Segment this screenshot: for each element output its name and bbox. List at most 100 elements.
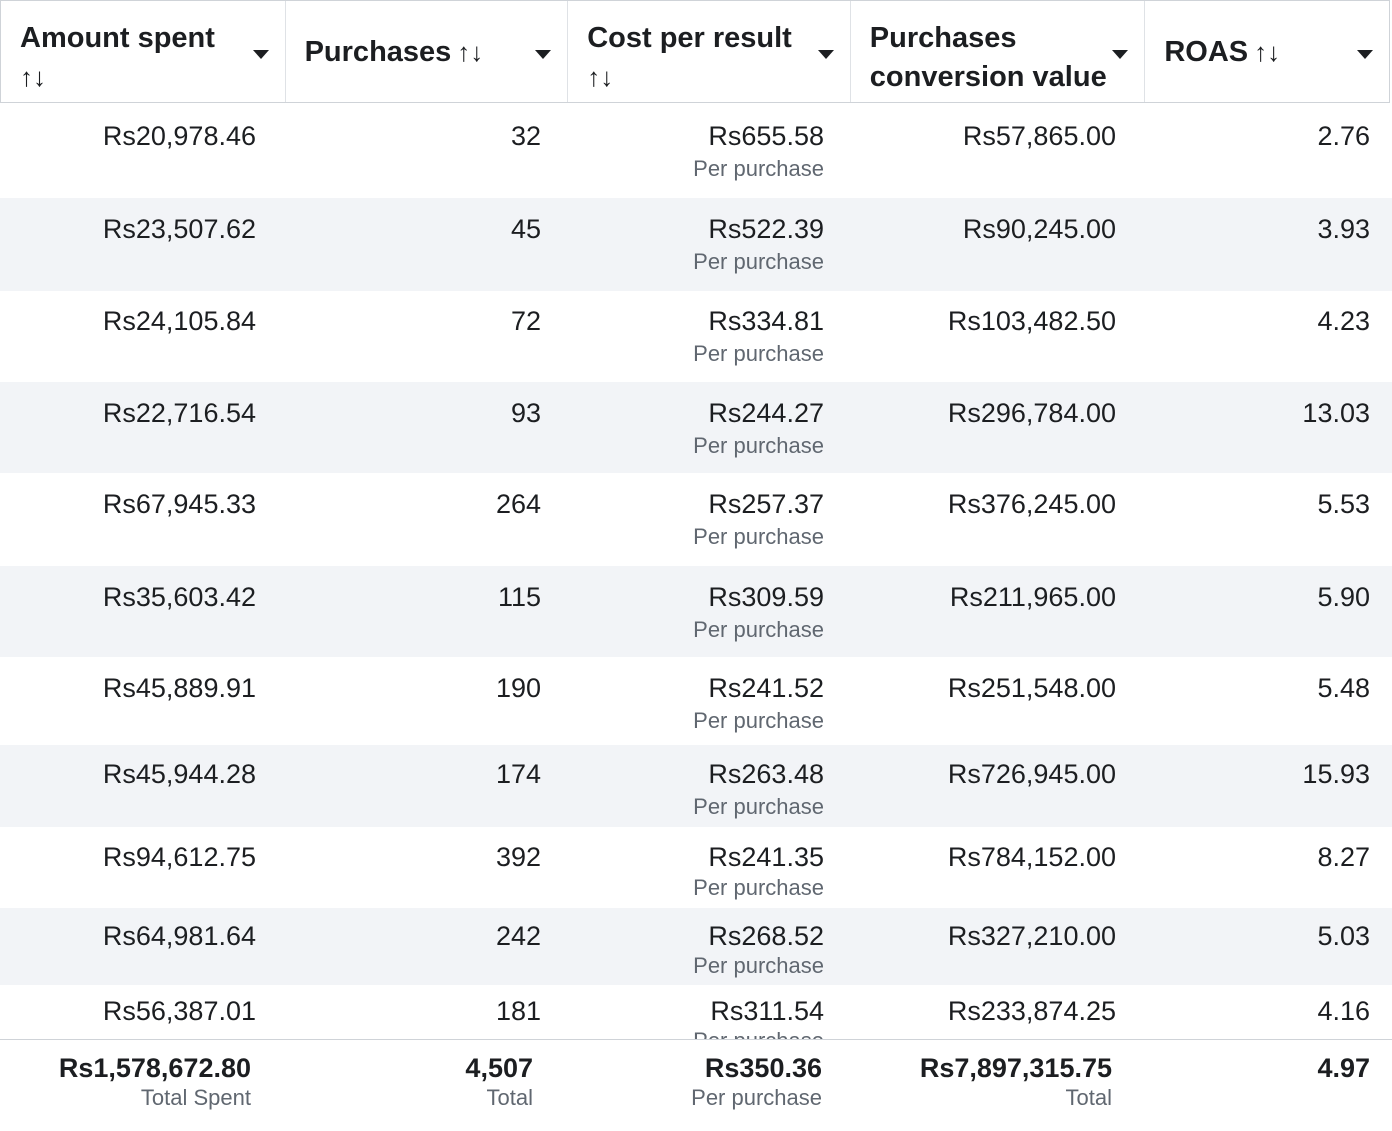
conversion-value-cell: Rs296,784.00 xyxy=(947,398,1116,428)
conversion-value-cell: Rs233,874.25 xyxy=(947,996,1116,1026)
total-purchases-label: Total xyxy=(486,1085,533,1110)
total-amount-spent-label: Total Spent xyxy=(140,1085,251,1110)
conversion-value-cell: Rs784,152.00 xyxy=(947,842,1116,872)
table-row[interactable]: Rs24,105.84 72 Rs334.81 Per purchase Rs1… xyxy=(0,291,1392,382)
cost-per-result-label: Per purchase xyxy=(693,524,824,549)
cost-per-result-cell: Rs268.52 xyxy=(708,921,824,951)
total-cost-per-result-label: Per purchase xyxy=(691,1085,822,1110)
purchases-cell: 190 xyxy=(495,673,541,703)
column-header-roas[interactable]: ROAS ↑↓ xyxy=(1145,1,1389,102)
table-row[interactable]: Rs67,945.33 264 Rs257.37 Per purchase Rs… xyxy=(0,473,1392,566)
column-label-line2: conversion value xyxy=(869,61,1107,93)
table-row[interactable]: Rs45,944.28 174 Rs263.48 Per purchase Rs… xyxy=(0,745,1392,827)
column-label-amount-spent: Amount spent xyxy=(20,22,215,54)
cost-per-result-label: Per purchase xyxy=(693,341,824,366)
roas-cell: 15.93 xyxy=(1302,759,1370,789)
amount-spent-cell: Rs45,944.28 xyxy=(102,759,256,789)
cost-per-result-label: Per purchase xyxy=(693,156,824,181)
chevron-down-icon[interactable] xyxy=(535,50,552,59)
total-cost-per-result: Rs350.36 xyxy=(704,1053,822,1083)
purchases-cell: 174 xyxy=(495,759,541,789)
cost-per-result-label: Per purchase xyxy=(693,617,824,642)
column-title-purchases-conversion-value: Purchases conversion value xyxy=(870,19,1107,97)
column-label-purchases: Purchases xyxy=(304,36,452,68)
cost-per-result-label: Per purchase xyxy=(693,953,824,978)
cost-per-result-cell: Rs257.37 xyxy=(708,489,824,519)
cost-per-result-cell: Rs309.59 xyxy=(708,582,824,612)
purchases-cell: 72 xyxy=(510,306,541,336)
cost-per-result-cell: Rs263.48 xyxy=(708,759,824,789)
roas-cell: 3.93 xyxy=(1317,214,1370,244)
chevron-down-icon[interactable] xyxy=(252,50,269,59)
table-header: Amount spent ↑↓ Purchases ↑↓ Cost per res… xyxy=(0,0,1390,103)
cost-per-result-cell: Rs655.58 xyxy=(708,121,824,151)
total-conversion-value: Rs7,897,315.75 xyxy=(919,1053,1112,1083)
roas-cell: 4.16 xyxy=(1317,996,1370,1026)
sort-icon[interactable]: ↑↓ xyxy=(1254,37,1281,67)
column-title-amount-spent: Amount spent ↑↓ xyxy=(20,19,215,96)
purchases-cell: 115 xyxy=(497,582,541,612)
cost-per-result-label: Per purchase xyxy=(693,708,824,733)
cost-per-result-cell: Rs522.39 xyxy=(708,214,824,244)
column-header-purchases-conversion-value[interactable]: Purchases conversion value xyxy=(851,1,1146,102)
cost-per-result-cell: Rs334.81 xyxy=(708,306,824,336)
column-title-roas: ROAS ↑↓ xyxy=(1164,33,1280,72)
roas-cell: 5.03 xyxy=(1317,921,1370,951)
amount-spent-cell: Rs94,612.75 xyxy=(102,842,256,872)
sort-icon[interactable]: ↑↓ xyxy=(20,62,46,92)
table-row[interactable]: Rs45,889.91 190 Rs241.52 Per purchase Rs… xyxy=(0,657,1392,745)
column-title-cost-per-result: Cost per result ↑↓ xyxy=(587,19,792,96)
roas-cell: 5.53 xyxy=(1317,489,1370,519)
amount-spent-cell: Rs35,603.42 xyxy=(102,582,256,612)
total-amount-spent: Rs1,578,672.80 xyxy=(58,1053,251,1083)
table-row[interactable]: Rs64,981.64 242 Rs268.52 Per purchase Rs… xyxy=(0,908,1392,985)
conversion-value-cell: Rs726,945.00 xyxy=(947,759,1116,789)
column-label-roas: ROAS xyxy=(1164,36,1249,68)
cost-per-result-cell: Rs244.27 xyxy=(708,398,824,428)
table-row[interactable]: Rs22,716.54 93 Rs244.27 Per purchase Rs2… xyxy=(0,382,1392,473)
purchases-cell: 93 xyxy=(510,398,541,428)
column-header-purchases[interactable]: Purchases ↑↓ xyxy=(286,1,569,102)
table-row[interactable]: Rs20,978.46 32 Rs655.58 Per purchase Rs5… xyxy=(0,104,1392,198)
table-row[interactable]: Rs94,612.75 392 Rs241.35 Per purchase Rs… xyxy=(0,827,1392,908)
purchases-cell: 181 xyxy=(495,996,541,1026)
table-row[interactable]: Rs23,507.62 45 Rs522.39 Per purchase Rs9… xyxy=(0,198,1392,291)
amount-spent-cell: Rs64,981.64 xyxy=(102,921,256,951)
table-row[interactable]: Rs56,387.01 181 Rs311.54 Per purchase Rs… xyxy=(0,985,1392,1053)
total-conversion-value-label: Total xyxy=(1065,1085,1112,1110)
purchases-cell: 242 xyxy=(495,921,541,951)
conversion-value-cell: Rs103,482.50 xyxy=(947,306,1116,336)
table-row[interactable]: Rs35,603.42 115 Rs309.59 Per purchase Rs… xyxy=(0,566,1392,657)
conversion-value-cell: Rs211,965.00 xyxy=(949,582,1116,612)
roas-cell: 8.27 xyxy=(1317,842,1370,872)
cost-per-result-cell: Rs311.54 xyxy=(710,996,824,1026)
cost-per-result-label: Per purchase xyxy=(693,249,824,274)
purchases-cell: 392 xyxy=(495,842,541,872)
sort-icon[interactable]: ↑↓ xyxy=(587,62,614,92)
column-title-purchases: Purchases ↑↓ xyxy=(305,33,484,72)
amount-spent-cell: Rs56,387.01 xyxy=(102,996,256,1026)
column-label-cost-per-result: Cost per result xyxy=(587,22,792,54)
amount-spent-cell: Rs23,507.62 xyxy=(102,214,256,244)
chevron-down-icon[interactable] xyxy=(817,50,834,59)
conversion-value-cell: Rs251,548.00 xyxy=(947,673,1116,703)
chevron-down-icon[interactable] xyxy=(1357,50,1373,59)
column-label-line1: Purchases xyxy=(869,22,1017,54)
conversion-value-cell: Rs376,245.00 xyxy=(947,489,1116,519)
cost-per-result-label: Per purchase xyxy=(693,875,824,900)
roas-cell: 13.03 xyxy=(1302,398,1370,428)
cost-per-result-label: Per purchase xyxy=(693,794,824,819)
sort-icon[interactable]: ↑↓ xyxy=(457,37,484,67)
amount-spent-cell: Rs45,889.91 xyxy=(102,673,256,703)
total-roas: 4.97 xyxy=(1317,1053,1370,1083)
amount-spent-cell: Rs67,945.33 xyxy=(102,489,256,519)
amount-spent-cell: Rs22,716.54 xyxy=(102,398,256,428)
conversion-value-cell: Rs327,210.00 xyxy=(947,921,1116,951)
roas-cell: 4.23 xyxy=(1317,306,1370,336)
column-header-cost-per-result[interactable]: Cost per result ↑↓ xyxy=(568,1,851,102)
purchases-cell: 45 xyxy=(510,214,541,244)
column-header-amount-spent[interactable]: Amount spent ↑↓ xyxy=(1,1,286,102)
amount-spent-cell: Rs20,978.46 xyxy=(102,121,256,151)
chevron-down-icon[interactable] xyxy=(1112,50,1129,59)
cost-per-result-cell: Rs241.52 xyxy=(708,673,824,703)
